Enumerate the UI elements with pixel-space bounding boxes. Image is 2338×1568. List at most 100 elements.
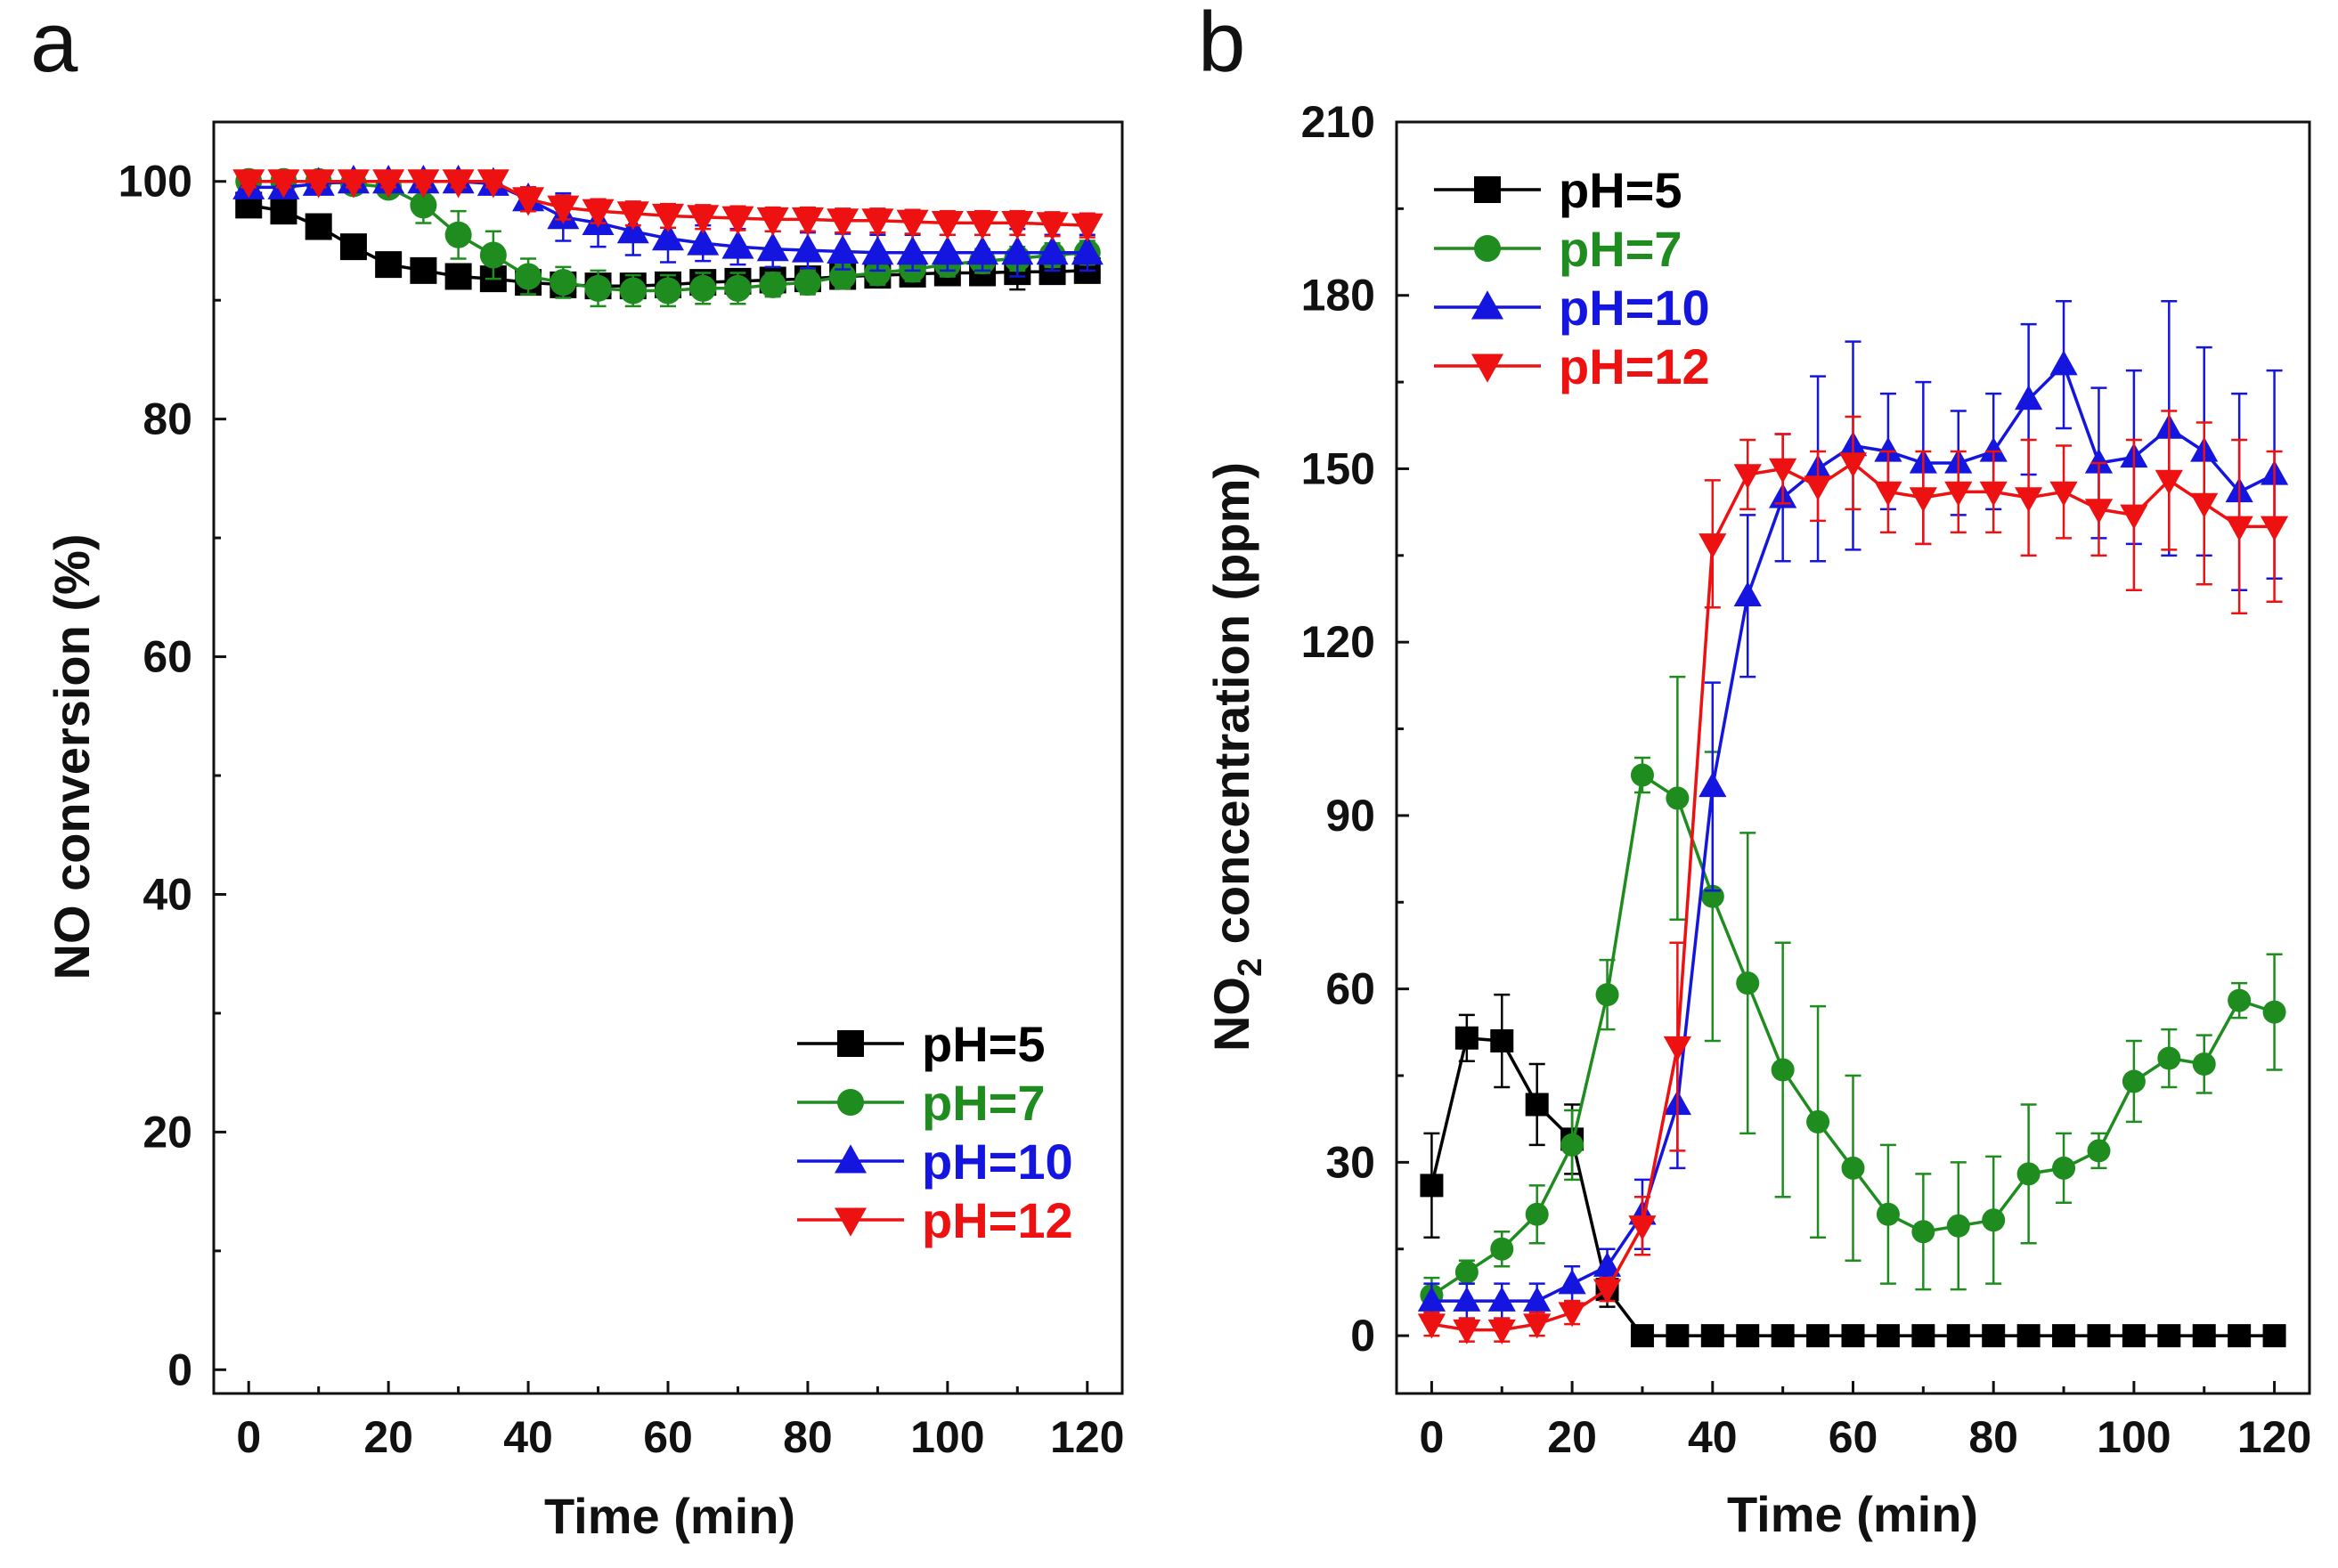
legend-marker xyxy=(837,1089,864,1116)
data-point xyxy=(896,236,929,265)
data-point xyxy=(652,203,684,233)
data-point xyxy=(794,269,821,297)
data-point xyxy=(1979,481,2008,507)
data-point xyxy=(1804,475,1832,501)
legend-marker xyxy=(837,1030,864,1057)
x-tick-label: 20 xyxy=(363,1412,413,1462)
panel-b-y-axis-title-subscript: 2 xyxy=(1232,958,1269,977)
data-point xyxy=(1982,1208,2006,1232)
data-point xyxy=(1946,1324,1970,1348)
panel-b-y-axis-title-rest: concentration (ppm) xyxy=(1203,462,1259,958)
panel-b: b 0 20 40 60 80 100 120 0 30 60 90 120 150 180 210 Ti… xyxy=(1198,0,2311,1542)
data-point xyxy=(2087,1324,2111,1348)
data-point xyxy=(2120,504,2148,530)
data-point xyxy=(1071,236,1104,265)
data-point xyxy=(1454,1260,1479,1284)
data-point xyxy=(864,259,892,287)
legend-item: pH=7 xyxy=(797,1075,1046,1131)
data-point xyxy=(756,207,789,237)
data-point xyxy=(2015,487,2043,513)
x-tick-label: 80 xyxy=(1968,1412,2018,1462)
data-point xyxy=(1838,452,1868,478)
data-point xyxy=(1699,772,1727,798)
data-point xyxy=(410,191,437,219)
panel-b-plot-area xyxy=(1417,299,2289,1348)
data-point xyxy=(756,232,789,262)
data-point xyxy=(1874,436,1902,462)
data-point xyxy=(2122,1324,2146,1348)
data-point xyxy=(1453,1286,1481,1312)
data-point xyxy=(652,222,684,251)
legend-item: pH=12 xyxy=(1434,338,1710,394)
legend-marker xyxy=(1474,235,1501,262)
data-point xyxy=(2052,1156,2076,1180)
data-point xyxy=(966,236,999,265)
x-tick-label: 120 xyxy=(1050,1412,1124,1462)
data-point xyxy=(2260,516,2289,541)
panel-a: a 0 20 40 60 80 100 120 0 20 40 60 80 100 Time (min… xyxy=(30,0,1124,1544)
data-point xyxy=(512,187,545,216)
data-point xyxy=(2262,1324,2286,1348)
series-pH=12 xyxy=(1417,410,2289,1345)
data-point xyxy=(1806,1109,1830,1133)
legend-item: pH=10 xyxy=(797,1133,1073,1190)
data-point xyxy=(827,234,859,264)
panel-a-y-axis-title: NO conversion (%) xyxy=(44,534,100,980)
data-point xyxy=(267,169,300,199)
x-tick-label: 60 xyxy=(643,1412,693,1462)
data-point xyxy=(1593,1251,1622,1277)
data-point xyxy=(1982,1324,2006,1348)
y-tick-label: 180 xyxy=(1301,271,1375,321)
data-point xyxy=(619,277,647,305)
data-point xyxy=(2225,516,2253,541)
data-point xyxy=(2228,988,2252,1012)
legend-item: pH=7 xyxy=(1434,221,1682,277)
data-point xyxy=(1593,1279,1622,1304)
data-point xyxy=(477,169,509,199)
x-tick-label: 20 xyxy=(1547,1412,1597,1462)
data-point xyxy=(687,226,720,256)
x-tick-label: 60 xyxy=(1829,1412,1878,1462)
data-point xyxy=(270,198,297,225)
data-point xyxy=(2192,1052,2216,1076)
data-point xyxy=(442,169,475,199)
legend-marker xyxy=(835,1207,867,1237)
data-point xyxy=(966,210,999,240)
data-point xyxy=(1487,1286,1516,1312)
panel-b-y-axis-title-main: NO xyxy=(1203,977,1259,1052)
data-point xyxy=(931,210,964,240)
data-point xyxy=(1487,1319,1516,1345)
data-point xyxy=(1876,1324,1900,1348)
data-point xyxy=(2157,1046,2181,1070)
y-tick-label: 60 xyxy=(1325,964,1375,1014)
legend-label: pH=10 xyxy=(922,1133,1073,1190)
data-point xyxy=(2155,469,2183,495)
series-pH=7 xyxy=(1420,675,2286,1314)
data-point xyxy=(407,169,440,199)
data-point xyxy=(444,263,472,290)
x-tick-label: 40 xyxy=(503,1412,553,1462)
data-point xyxy=(1841,1156,1865,1180)
legend-label: pH=7 xyxy=(922,1075,1046,1131)
data-point xyxy=(1666,786,1690,810)
data-point xyxy=(1733,464,1762,490)
data-point xyxy=(1490,1029,1514,1053)
data-point xyxy=(372,169,405,199)
legend-item: pH=10 xyxy=(1434,280,1710,336)
data-point xyxy=(1490,1237,1514,1261)
data-point xyxy=(655,277,681,305)
data-point xyxy=(721,206,754,235)
legend-label: pH=12 xyxy=(922,1192,1073,1248)
x-tick-label: 100 xyxy=(2097,1412,2171,1462)
data-point xyxy=(1944,481,1973,507)
data-point xyxy=(896,209,929,239)
y-tick-label: 120 xyxy=(1301,617,1375,667)
data-point xyxy=(1523,1286,1552,1312)
y-tick-label: 0 xyxy=(1350,1311,1375,1361)
data-point xyxy=(1700,1324,1724,1348)
data-point xyxy=(410,256,437,284)
data-point xyxy=(1946,1214,1970,1238)
data-point xyxy=(1558,1302,1586,1328)
